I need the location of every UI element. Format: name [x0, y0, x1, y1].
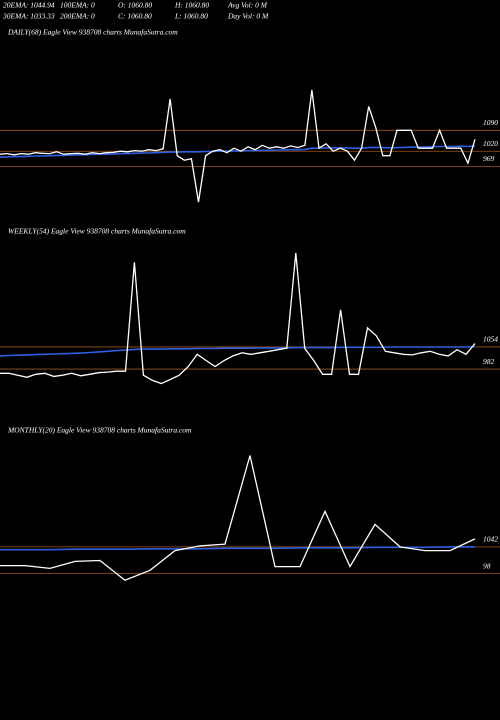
- price-line: [0, 455, 476, 581]
- price-line: [0, 546, 475, 551]
- panel-title: MONTHLY(20) Eagle View 938708 charts Mun…: [7, 426, 192, 435]
- header-stat: C: 1060.80: [118, 12, 152, 21]
- header-stat: 20EMA: 1044.94: [3, 1, 55, 10]
- header-stat: Avg Vol: 0 M: [227, 1, 268, 10]
- price-line: [0, 345, 476, 357]
- header-stat: 200EMA: 0: [60, 12, 95, 21]
- header-stat: L: 1060.80: [174, 12, 208, 21]
- header-stat: H: 1060.80: [174, 1, 209, 10]
- header-stat: Day Vol: 0 M: [227, 12, 269, 21]
- header-stat: 30EMA: 1033.33: [2, 12, 55, 21]
- y-tick-label: 98: [483, 561, 491, 570]
- panel-title: WEEKLY(54) Eagle View 938708 charts Muna…: [8, 227, 186, 236]
- y-tick-label: 969: [483, 154, 495, 163]
- y-tick-label: 1090: [483, 118, 498, 127]
- y-tick-label: 1054: [483, 335, 498, 344]
- price-line: [0, 89, 476, 203]
- header-stat: O: 1060.80: [118, 1, 152, 10]
- price-line: [0, 253, 476, 385]
- y-tick-label: 1042: [483, 535, 498, 544]
- panel-title: DAILY(68) Eagle View 938708 charts Munaf…: [7, 28, 178, 37]
- y-tick-label: 982: [483, 357, 495, 366]
- price-line: [0, 145, 476, 158]
- header-stat: 100EMA: 0: [60, 1, 95, 10]
- y-tick-label: 1020: [483, 139, 498, 148]
